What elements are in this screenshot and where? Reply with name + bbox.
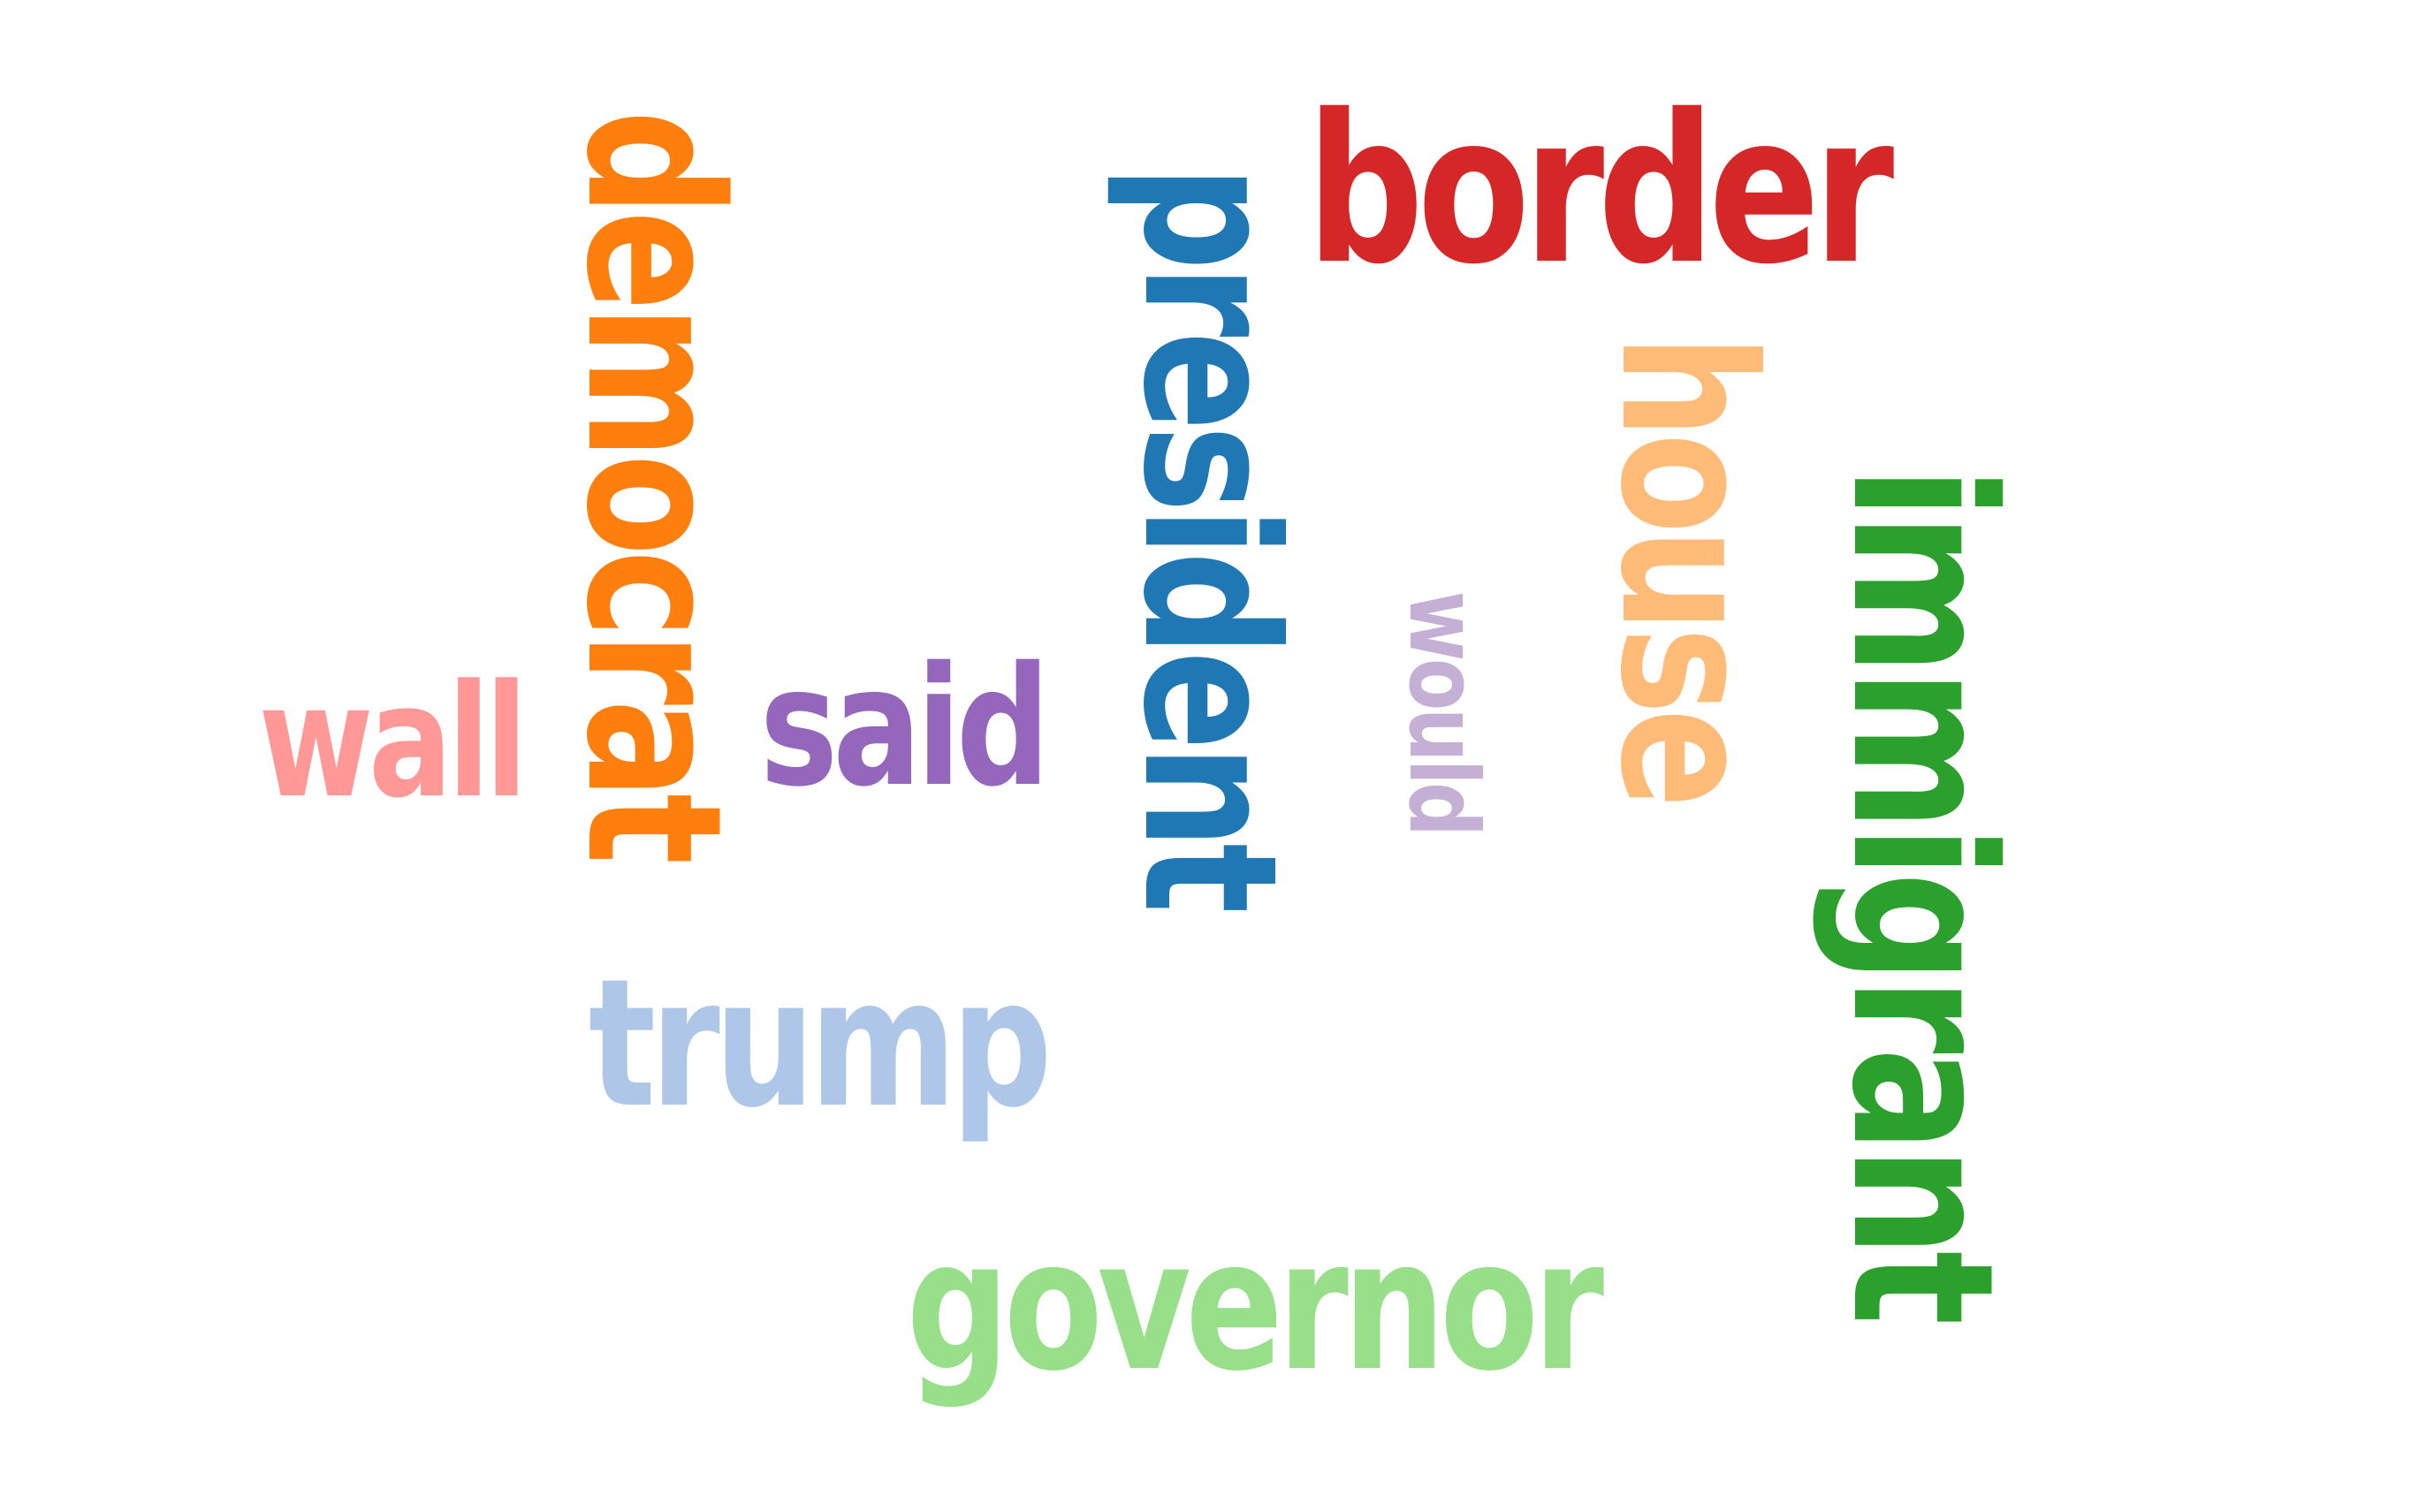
word-trump: trump bbox=[588, 941, 1053, 1147]
word-said: said bbox=[759, 631, 1051, 823]
word-border: border bbox=[1306, 71, 1894, 309]
word-immigrant: immigrant bbox=[1809, 466, 2035, 1319]
word-house: house bbox=[1579, 334, 1793, 802]
word-president: president bbox=[1102, 164, 1316, 908]
word-wall: wall bbox=[258, 651, 528, 832]
word-governor: governor bbox=[906, 1202, 1604, 1411]
word-democrat: democrat bbox=[545, 110, 762, 859]
word-would: would bbox=[1388, 590, 1498, 834]
